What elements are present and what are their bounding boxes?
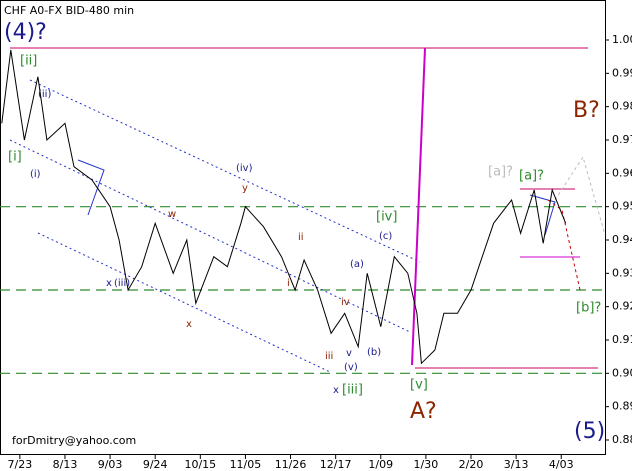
channel-line: [29, 79, 421, 263]
wave-label: (ii): [38, 89, 51, 100]
chart-title: CHF A0-FX BID-480 min: [4, 4, 134, 17]
x-tick-label: 8/13: [53, 458, 78, 471]
x-tick-label: 3/13: [504, 458, 529, 471]
channel-line: [9, 139, 411, 333]
x-tick-label: 2/20: [459, 458, 484, 471]
y-tick-label: 0.99: [612, 66, 632, 79]
x-tick-label: 4/03: [549, 458, 574, 471]
y-tick-label: 0.88: [612, 433, 632, 446]
footer: forDmitry@yahoo.com: [12, 434, 136, 447]
forecast-path: [554, 155, 606, 236]
drawings: [9, 47, 606, 373]
wave-label: x: [106, 278, 112, 289]
wave-label: [a]?: [488, 165, 513, 180]
y-tick-label: 0.94: [612, 233, 632, 246]
annotations: (4)? [ii] (ii) [i] (i) (iv) y w x (iii) …: [4, 20, 605, 444]
y-tick-label: 1.00: [612, 33, 632, 46]
y-tick-label: 0.89: [612, 400, 632, 413]
forecast-path: [547, 199, 581, 291]
y-tick-label: 0.96: [612, 166, 632, 179]
x-tick-label: 9/24: [143, 458, 168, 471]
plot-frame: [0, 0, 606, 455]
channel-line: [37, 232, 331, 373]
wave-label: v: [346, 348, 352, 359]
y-tick-label: 0.98: [612, 100, 632, 113]
y-tick-label: 0.95: [612, 200, 632, 213]
magenta-line: [411, 47, 426, 366]
x-tick-label: 1/30: [414, 458, 439, 471]
wave-label: (b): [367, 347, 381, 358]
wave-label: [ii]: [20, 54, 37, 69]
y-tick-label: 0.92: [612, 300, 632, 313]
x-tick-label: 9/03: [98, 458, 123, 471]
wave-label: (v): [344, 362, 358, 373]
wave-label: (iii): [114, 278, 130, 289]
y-tick-label: 0.90: [612, 366, 632, 379]
triangle: [77, 159, 105, 216]
triangle: [529, 194, 556, 236]
wave-label: [b]?: [576, 301, 601, 316]
wave-label: (5): [574, 419, 605, 444]
wave-label: [iii]: [342, 383, 363, 398]
wave-label: w: [168, 209, 176, 220]
wave-label: (c): [379, 231, 392, 242]
wave-label: (iv): [236, 163, 253, 174]
wave-label: [v]: [410, 378, 428, 393]
price-line: [1, 49, 567, 365]
wave-label: y: [242, 183, 248, 194]
x-tick-label: 12/17: [320, 458, 352, 471]
wave-label: [iv]: [376, 210, 397, 225]
wave-label: (4)?: [4, 20, 47, 45]
wave-label: x: [186, 319, 192, 330]
x-tick-label: 1/09: [368, 458, 393, 471]
wave-label: [i]: [8, 150, 22, 165]
wave-label: x: [333, 385, 339, 396]
wave-label: B?: [573, 98, 600, 123]
y-tick-label: 0.97: [612, 133, 632, 146]
x-tick-label: 10/15: [184, 458, 216, 471]
wave-label: iii: [325, 351, 333, 362]
y-tick-label: 0.93: [612, 266, 632, 279]
wave-label: iv: [341, 297, 350, 308]
wave-label: A?: [410, 399, 437, 424]
wave-label: ii: [298, 232, 304, 243]
x-tick-label: 7/23: [7, 458, 32, 471]
y-tick-label: 0.91: [612, 333, 632, 346]
wave-label: (i): [30, 169, 41, 180]
wave-label: [a]?: [519, 169, 544, 184]
x-tick-label: 11/05: [230, 458, 262, 471]
wave-label: (a): [350, 259, 364, 270]
wave-label: i: [287, 278, 290, 289]
x-tick-label: 11/26: [275, 458, 307, 471]
